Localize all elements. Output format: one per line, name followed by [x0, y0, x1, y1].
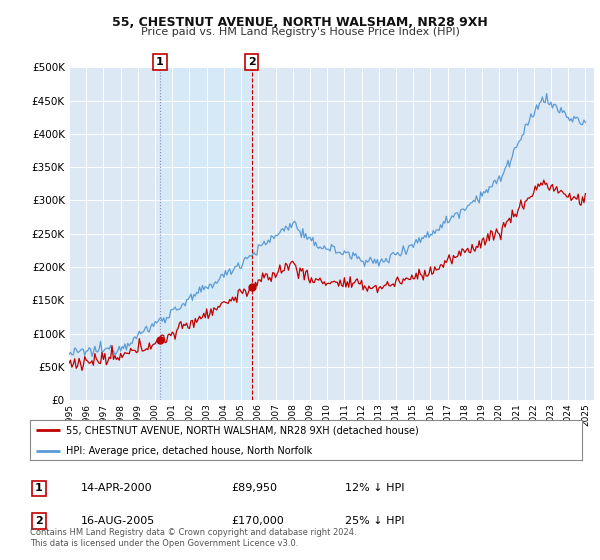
Text: 1: 1 [35, 483, 43, 493]
Text: Contains HM Land Registry data © Crown copyright and database right 2024.
This d: Contains HM Land Registry data © Crown c… [30, 528, 356, 548]
Text: £89,950: £89,950 [231, 483, 277, 493]
Text: 16-AUG-2005: 16-AUG-2005 [81, 516, 155, 526]
Text: 55, CHESTNUT AVENUE, NORTH WALSHAM, NR28 9XH (detached house): 55, CHESTNUT AVENUE, NORTH WALSHAM, NR28… [66, 425, 419, 435]
Text: 1: 1 [156, 57, 164, 67]
Text: 14-APR-2000: 14-APR-2000 [81, 483, 152, 493]
Text: 25% ↓ HPI: 25% ↓ HPI [345, 516, 404, 526]
Text: 2: 2 [248, 57, 256, 67]
Text: £170,000: £170,000 [231, 516, 284, 526]
Bar [160, 67, 252, 400]
Text: 12% ↓ HPI: 12% ↓ HPI [345, 483, 404, 493]
Text: Price paid vs. HM Land Registry's House Price Index (HPI): Price paid vs. HM Land Registry's House … [140, 27, 460, 37]
Text: HPI: Average price, detached house, North Norfolk: HPI: Average price, detached house, Nort… [66, 446, 312, 456]
Text: 2: 2 [35, 516, 43, 526]
Text: 55, CHESTNUT AVENUE, NORTH WALSHAM, NR28 9XH: 55, CHESTNUT AVENUE, NORTH WALSHAM, NR28… [112, 16, 488, 29]
